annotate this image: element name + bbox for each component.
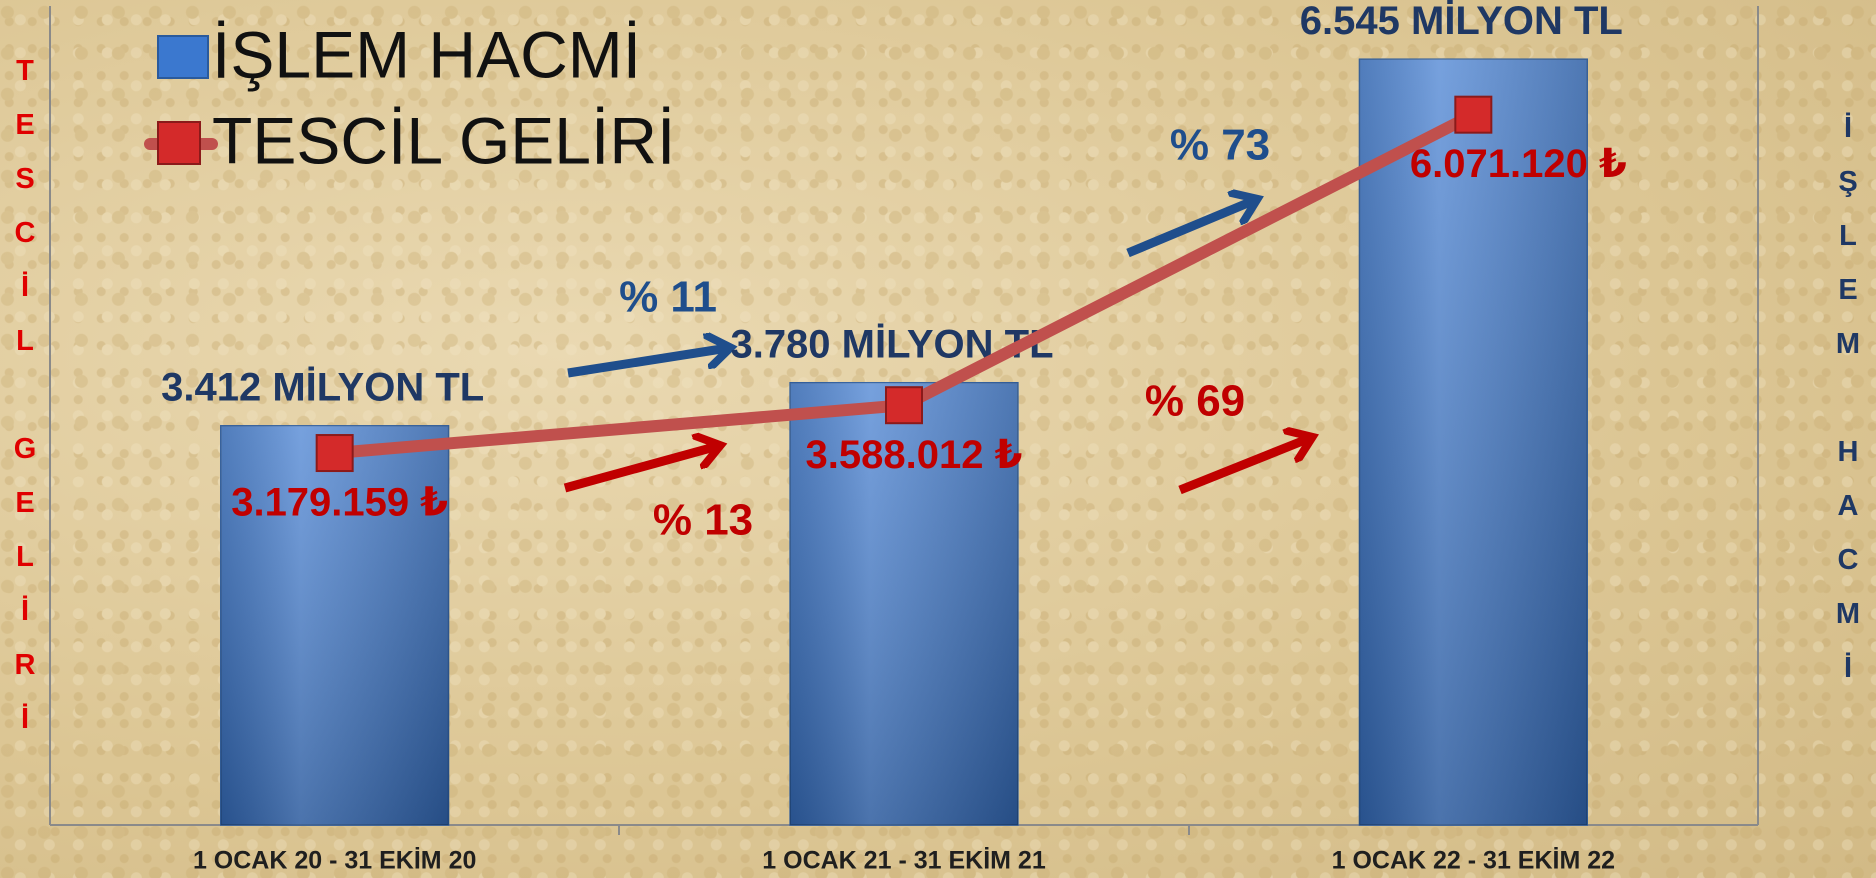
arrow xyxy=(1126,200,1255,258)
x-tick-label: 1 OCAK 20 - 31 EKİM 20 xyxy=(193,847,476,875)
arrows xyxy=(563,200,1310,495)
bar-shade xyxy=(220,425,449,825)
annotation: % 13 xyxy=(653,496,753,545)
bar-group xyxy=(789,381,1019,826)
line-marker xyxy=(885,386,923,425)
line-marker xyxy=(1454,95,1493,134)
arrow xyxy=(567,348,728,378)
bar-shade xyxy=(1359,59,1588,826)
arrow xyxy=(1178,438,1310,495)
arrow xyxy=(563,446,718,493)
bar-shade xyxy=(790,382,1018,825)
line-value-label: 3.588.012 ₺ xyxy=(806,433,1023,477)
x-tick-label: 1 OCAK 21 - 31 EKİM 21 xyxy=(762,847,1046,875)
y2-axis-title: İŞLEM HACMİ xyxy=(1832,112,1864,706)
bar-value-label: 6.545 MİLYON TL xyxy=(1300,0,1623,43)
bar-group xyxy=(220,425,450,826)
annotation: % 73 xyxy=(1170,121,1270,170)
bar-group xyxy=(1358,58,1588,826)
line-marker xyxy=(315,434,354,473)
legend-label: İŞLEM HACMİ xyxy=(212,17,641,91)
legend-label: TESCİL GELİRİ xyxy=(212,103,675,177)
bar-value-label: 3.412 MİLYON TL xyxy=(161,365,484,409)
x-tick-label: 1 OCAK 22 - 31 EKİM 22 xyxy=(1332,847,1615,875)
legend-swatch xyxy=(157,35,209,79)
annotation: % 11 xyxy=(619,273,717,322)
legend-swatch xyxy=(157,121,201,165)
line-value-label: 6.071.120 ₺ xyxy=(1410,142,1627,186)
annotation: % 69 xyxy=(1145,377,1245,426)
line-value-label: 3.179.159 ₺ xyxy=(231,481,448,525)
y-axis-title: TESCİL GELİRİ xyxy=(9,55,41,757)
